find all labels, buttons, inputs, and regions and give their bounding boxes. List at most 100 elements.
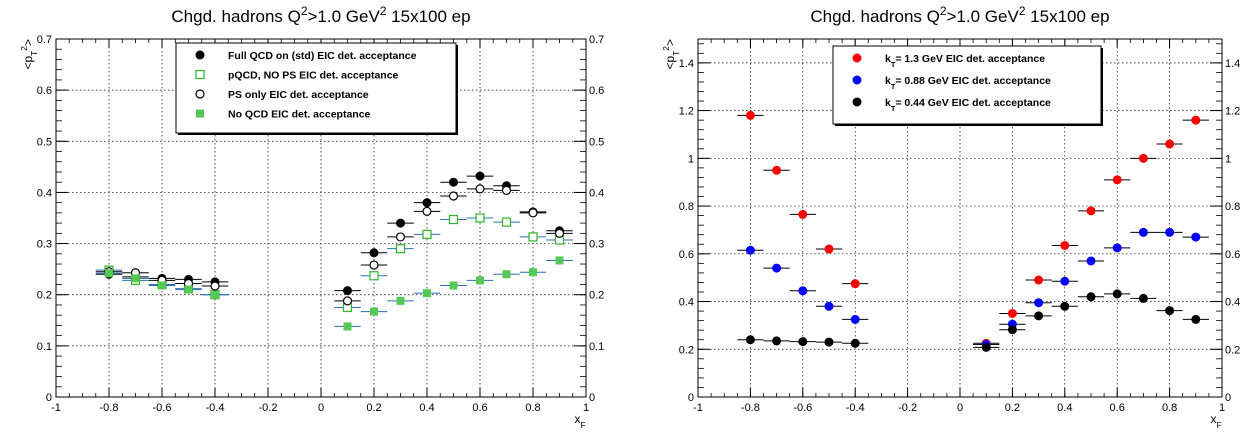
y-tick-label: 0.4: [679, 297, 694, 309]
x-tick-label: 0.2: [1005, 402, 1020, 414]
y-tick-label-right: 0.6: [589, 85, 604, 97]
data-point: [396, 296, 405, 305]
x-tick-label: 0.2: [366, 402, 381, 414]
data-point: [396, 218, 405, 228]
data-point: [1191, 314, 1201, 324]
y-tick-label: 0.3: [37, 239, 52, 251]
y-tick-label-right: 0.3: [589, 239, 604, 251]
data-point: [1191, 232, 1201, 242]
legend-label: pQCD, NO PS EIC det. acceptance: [228, 70, 399, 82]
left-chart: Chgd. hadrons Q2>1.0 GeV2 15x100 ep -1 -0.…: [19, 4, 604, 430]
y-tick-label: 0.7: [37, 34, 52, 46]
data-point: [745, 335, 755, 345]
data-point: [369, 260, 379, 270]
y-tick-label-right: 0.4: [1225, 297, 1240, 309]
x-tick-label: 0.4: [1057, 402, 1072, 414]
y-tick-label: 0.1: [37, 341, 52, 353]
data-point: [475, 171, 485, 181]
data-point: [1060, 276, 1070, 286]
data-point: [184, 285, 193, 294]
data-point: [555, 256, 564, 265]
y-tick-label: 1: [688, 153, 694, 165]
data-point: [395, 232, 406, 242]
data-point: [343, 322, 352, 331]
data-point: [449, 177, 458, 187]
data-point: [422, 206, 432, 216]
data-point: [824, 337, 834, 347]
chart-title: Chgd. hadrons Q2>1.0 GeV2 15x100 ep: [171, 4, 470, 26]
y-tick-label: 0.6: [37, 85, 52, 97]
legend-marker: [196, 109, 204, 118]
chart-title: Chgd. hadrons Q2>1.0 GeV2 15x100 ep: [810, 4, 1109, 26]
y-tick-label: 0: [46, 392, 52, 404]
x-tick-label: 0.8: [525, 402, 540, 414]
legend-label: kT= 1.3 GeV EIC det. acceptance: [885, 53, 1045, 69]
data-point: [1060, 301, 1070, 311]
y-tick-label-right: 1.2: [1225, 106, 1240, 118]
y-tick-label-right: 0.2: [589, 290, 604, 302]
legend-label: PS only EIC det. acceptance: [228, 89, 369, 101]
data-point: [745, 245, 755, 255]
y-tick-label: 0.4: [37, 187, 52, 199]
x-tick-label: -1: [693, 402, 703, 414]
y-tick-label-right: 0.8: [1225, 201, 1240, 213]
data-point: [369, 248, 379, 258]
y-tick-label-right: 0: [589, 392, 595, 404]
y-tick-label: 0.2: [679, 344, 694, 356]
y-axis-label: <pT2>: [661, 39, 681, 70]
x-axis-label: xF: [574, 412, 585, 430]
data-point: [772, 263, 782, 273]
x-tick-label: 0.6: [472, 402, 487, 414]
chart-0: Chgd. hadrons Q2>1.0 GeV2 15x100 ep -1 -0.…: [19, 4, 604, 430]
x-tick-label: 0.4: [419, 402, 434, 414]
x-tick-label: 1: [1219, 402, 1225, 414]
x-tick-label: -0.4: [846, 402, 865, 414]
chart-1: Chgd. hadrons Q2>1.0 GeV2 15x100 ep -1 -0.…: [661, 4, 1240, 430]
data-point: [1086, 292, 1096, 302]
x-tick-label: -0.6: [153, 402, 172, 414]
data-point: [1086, 256, 1096, 266]
y-tick-label: 0.5: [37, 136, 52, 148]
data-point: [850, 314, 860, 324]
y-tick-label-right: 0.2: [1225, 344, 1240, 356]
legend-label: kT= 0.44 GeV EIC det. acceptance: [885, 97, 1051, 113]
data-point: [158, 281, 166, 290]
legend-marker: [852, 97, 862, 107]
data-point: [449, 281, 458, 290]
y-tick-label-right: 0.5: [589, 136, 604, 148]
data-point: [1034, 311, 1044, 321]
data-point: [395, 244, 406, 254]
y-axis-label: <pT2>: [19, 39, 39, 70]
legend: Full QCD on (std) EIC det. acceptance pQC…: [175, 42, 458, 135]
data-point: [105, 269, 113, 278]
y-tick-label: 0.2: [37, 290, 52, 302]
data-point: [772, 165, 782, 175]
data-point: [1007, 308, 1017, 318]
y-tick-label: 1.4: [679, 58, 694, 70]
data-point: [1138, 227, 1148, 237]
series-no-qcd-eic-det-acceptance: [95, 256, 573, 331]
x-tick-label: -1: [51, 402, 61, 414]
data-point: [981, 342, 991, 352]
x-tick-label: 0: [957, 402, 963, 414]
data-point: [475, 213, 485, 223]
data-point: [475, 184, 485, 194]
y-tick-label-right: 1.4: [1225, 58, 1240, 70]
data-point: [1165, 139, 1175, 149]
data-point: [1086, 206, 1096, 216]
x-tick-label: 1: [583, 402, 589, 414]
data-point: [798, 209, 808, 219]
y-tick-label-right: 1: [1225, 153, 1231, 165]
data-point: [131, 274, 140, 283]
data-point: [1191, 115, 1201, 125]
y-tick-label-right: 0: [1225, 392, 1231, 404]
y-tick-label: 0: [688, 392, 694, 404]
x-tick-label: 0.6: [1110, 402, 1125, 414]
x-tick-label: -0.4: [206, 402, 225, 414]
data-point: [370, 307, 378, 316]
data-point: [211, 290, 219, 299]
x-tick-label: -0.2: [259, 402, 278, 414]
data-point: [423, 289, 431, 298]
data-point: [342, 296, 353, 306]
data-point: [1165, 227, 1175, 237]
